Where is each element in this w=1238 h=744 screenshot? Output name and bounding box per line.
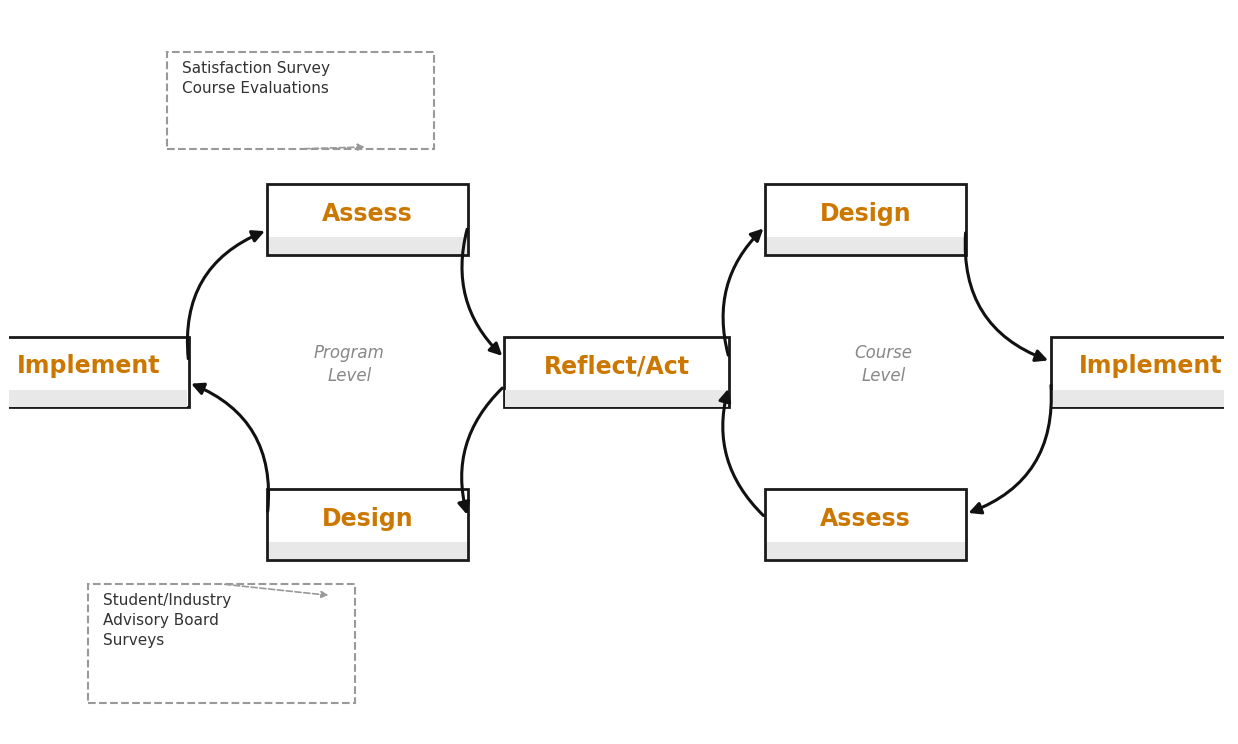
Text: Implement: Implement (1080, 354, 1223, 379)
FancyBboxPatch shape (1051, 336, 1238, 408)
FancyBboxPatch shape (167, 52, 435, 149)
FancyBboxPatch shape (504, 336, 729, 408)
Text: Program
Level: Program Level (314, 344, 385, 385)
Text: Design: Design (820, 202, 911, 226)
FancyBboxPatch shape (0, 336, 188, 408)
Text: Design: Design (322, 507, 413, 531)
Text: Course
Level: Course Level (854, 344, 912, 385)
FancyBboxPatch shape (267, 490, 468, 560)
FancyBboxPatch shape (269, 237, 467, 254)
Text: Assess: Assess (322, 202, 413, 226)
Text: Student/Industry
Advisory Board
Surveys: Student/Industry Advisory Board Surveys (103, 593, 232, 647)
FancyBboxPatch shape (766, 542, 964, 559)
FancyBboxPatch shape (765, 185, 966, 255)
FancyBboxPatch shape (267, 185, 468, 255)
FancyBboxPatch shape (505, 390, 728, 406)
FancyBboxPatch shape (0, 390, 187, 406)
FancyBboxPatch shape (1052, 390, 1238, 406)
FancyBboxPatch shape (269, 542, 467, 559)
Text: Assess: Assess (821, 507, 911, 531)
FancyBboxPatch shape (766, 237, 964, 254)
Text: Satisfaction Survey
Course Evaluations: Satisfaction Survey Course Evaluations (182, 61, 329, 96)
FancyBboxPatch shape (765, 490, 966, 560)
Text: Implement: Implement (16, 354, 160, 379)
FancyBboxPatch shape (88, 584, 355, 703)
Text: Reflect/Act: Reflect/Act (543, 354, 690, 379)
